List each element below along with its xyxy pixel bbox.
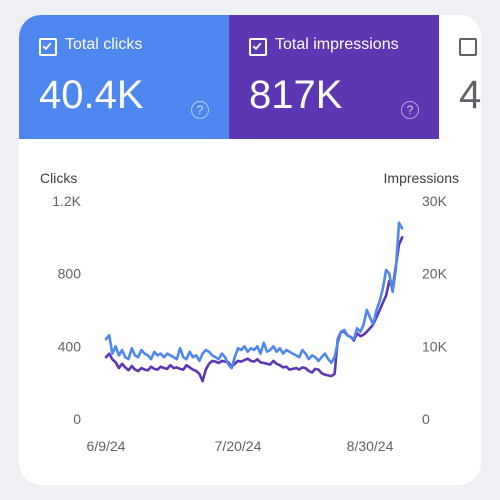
right-axis-tick-label: 20K — [422, 266, 448, 282]
right-axis-title: Impressions — [384, 170, 459, 186]
right-axis-tick-label: 0 — [422, 411, 430, 427]
total-impressions-label: Total impressions — [275, 36, 399, 53]
checkbox-checked-icon[interactable] — [249, 38, 267, 56]
left-axis-tick-label: 1.2K — [52, 193, 81, 209]
left-axis-title: Clicks — [40, 170, 77, 186]
line-chart: Clicks Impressions 0 400 800 1.2K 0 10K 20K 30… — [40, 170, 459, 454]
help-icon[interactable]: ? — [191, 101, 209, 119]
total-clicks-tile[interactable]: Total clicks 40.4K ? — [19, 15, 229, 139]
left-axis-tick-label: 0 — [73, 411, 81, 427]
x-axis-tick-label: 6/9/24 — [87, 438, 126, 454]
right-axis-tick-label: 30K — [422, 193, 448, 209]
left-axis-tick-label: 400 — [58, 338, 82, 354]
x-axis-tick-label: 7/20/24 — [215, 438, 262, 454]
help-icon[interactable]: ? — [401, 101, 419, 119]
third-metric-tile[interactable]: 4 — [439, 15, 481, 139]
third-metric-value: 4 — [459, 73, 481, 117]
clicks-series-line — [104, 221, 404, 370]
metric-tiles: Total clicks 40.4K ? Total impressions 8… — [19, 15, 481, 139]
left-axis-tick-label: 800 — [58, 266, 82, 282]
performance-chart: Clicks Impressions 0 400 800 1.2K 0 10K 20K 30… — [19, 139, 481, 485]
total-clicks-label: Total clicks — [65, 36, 143, 53]
performance-card: Total clicks 40.4K ? Total impressions 8… — [19, 15, 481, 485]
x-axis-tick-label: 8/30/24 — [347, 438, 394, 454]
total-impressions-value: 817K — [249, 73, 343, 117]
total-impressions-tile[interactable]: Total impressions 817K ? — [229, 15, 439, 139]
checkbox-unchecked-icon[interactable] — [459, 38, 477, 56]
total-clicks-value: 40.4K — [39, 73, 144, 117]
right-axis-tick-label: 10K — [422, 338, 448, 354]
checkbox-checked-icon[interactable] — [39, 38, 57, 56]
